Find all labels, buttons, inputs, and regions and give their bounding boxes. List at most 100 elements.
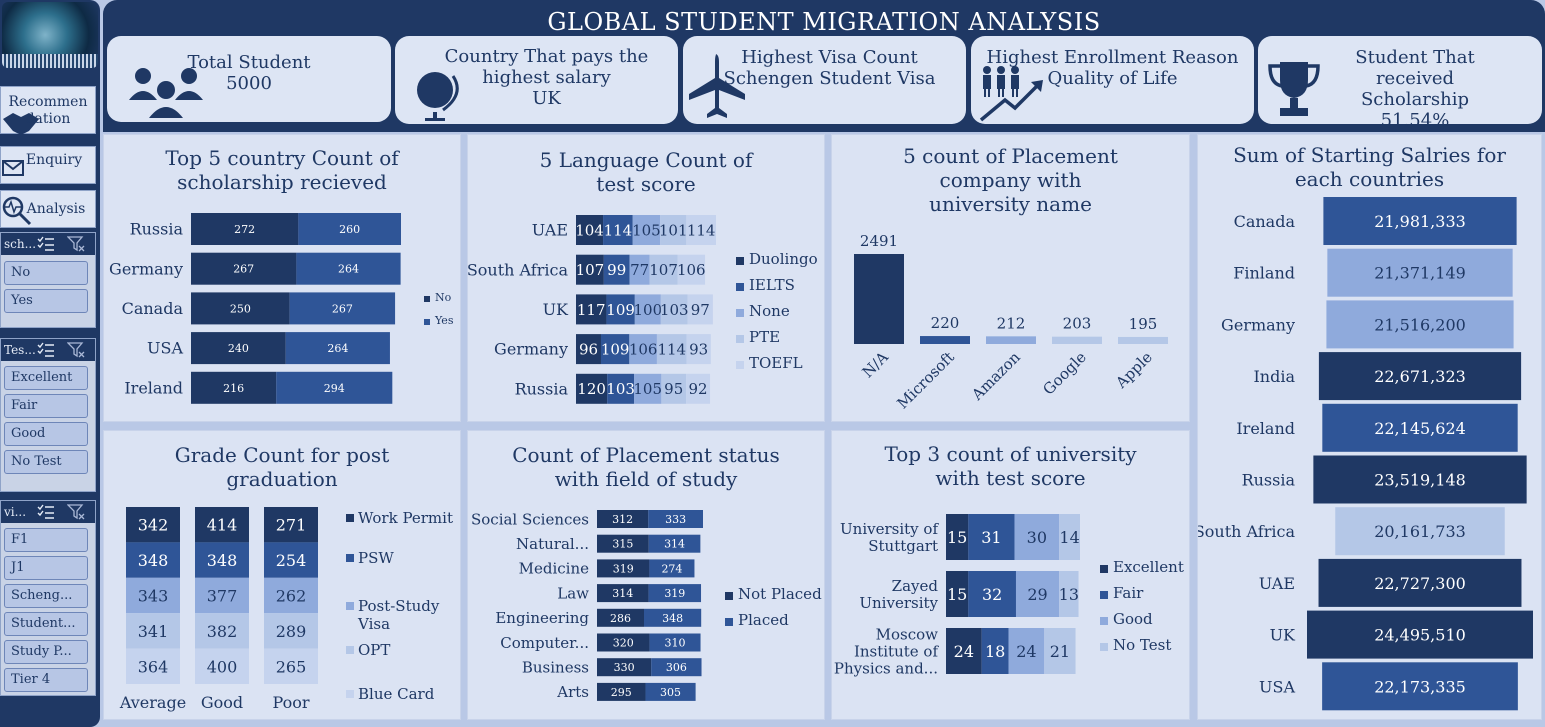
category-label: Russia (1242, 471, 1296, 490)
bar-segment (629, 334, 657, 365)
grade-post-graduation-chart: 342 348 343 341 364 Average 414 348 377 382 400 Goo… (119, 507, 453, 712)
multi-select-icon[interactable] (37, 236, 55, 252)
category-label: South Africa (468, 260, 568, 279)
chart-title: 5 Language Count of test score (539, 148, 753, 196)
bar (1118, 336, 1168, 344)
category-label: Engineering (495, 609, 589, 627)
category-label: USA (147, 339, 183, 358)
kpi-title: Student That received Scholarship (1355, 47, 1475, 110)
bar-segment (191, 292, 290, 325)
enquiry-button[interactable]: Enquiry (0, 146, 96, 184)
sidebar: Recommendation Enquiry Analysis sch... N… (0, 0, 100, 727)
recommendation-button[interactable]: Recommendation (0, 86, 96, 135)
data-label: 364 (138, 657, 169, 676)
category-label: Finland (1233, 264, 1295, 283)
data-label: 315 (612, 538, 633, 551)
data-label: 254 (276, 551, 307, 570)
category-label: Ireland (124, 378, 183, 397)
slicer-option-fair[interactable]: Fair (4, 394, 88, 418)
category-label: Institute of (854, 642, 940, 660)
slicer-option-student[interactable]: Student... (4, 612, 88, 636)
people-group-icon (129, 68, 203, 118)
legend-label: TOEFL (749, 354, 803, 372)
category-label: Good (201, 693, 243, 712)
kpi-value: UK (532, 88, 561, 109)
bar-segment (603, 215, 633, 245)
slicer-option-no[interactable]: No (4, 261, 88, 285)
data-label: 109 (606, 301, 635, 319)
bar-segment (660, 215, 687, 245)
clear-filter-icon[interactable] (67, 504, 85, 520)
slicer-option-f1[interactable]: F1 (4, 528, 88, 552)
analysis-label: Analysis (26, 201, 86, 217)
bar (986, 336, 1036, 344)
clear-filter-icon[interactable] (67, 236, 85, 252)
data-label: 271 (276, 516, 307, 535)
category-label: Physics and... (834, 659, 938, 677)
bar-segment (597, 682, 646, 701)
legend-swatch (346, 602, 354, 610)
bar-segment (1008, 628, 1045, 674)
analysis-button[interactable]: Analysis (0, 190, 96, 228)
bar-segment (191, 371, 277, 404)
bar-segment (632, 215, 661, 245)
bar-segment (195, 648, 249, 684)
bar-segment (264, 613, 318, 649)
chart-title: 5 count of Placement company with univer… (903, 144, 1118, 216)
slicer-option-yes[interactable]: Yes (4, 289, 88, 313)
bar (1327, 248, 1513, 297)
bar-segment (648, 584, 702, 603)
data-label: 348 (207, 551, 238, 570)
slicer-option-excellent[interactable]: Excellent (4, 366, 88, 390)
globe-logo (2, 2, 98, 68)
multi-select-icon[interactable] (37, 342, 55, 358)
data-label: 95 (664, 380, 683, 398)
data-label: 93 (689, 341, 708, 359)
bar-segment (126, 648, 180, 684)
data-label: 341 (138, 622, 169, 641)
slicer-option-j1[interactable]: J1 (4, 556, 88, 580)
data-label: 104 (575, 221, 604, 239)
data-label: 97 (691, 301, 710, 319)
category-label: UAE (532, 221, 568, 240)
bar-segment (126, 507, 180, 543)
data-label: 106 (629, 341, 658, 359)
bar-segment (576, 254, 604, 285)
slicer-option-study-permit[interactable]: Study P... (4, 640, 88, 664)
kpi-title: Total Student (187, 52, 311, 73)
bar-segment (1014, 514, 1060, 560)
starting-salaries-panel: Sum of Starting Salries for each countri… (1197, 134, 1542, 720)
data-label: 203 (1063, 315, 1092, 333)
data-label: 382 (207, 622, 238, 641)
category-label: UK (1270, 626, 1296, 645)
data-label: 240 (228, 342, 249, 355)
data-label: 21,516,200 (1374, 315, 1466, 334)
category-label: Zayed (892, 577, 939, 595)
data-label: 2491 (860, 232, 898, 250)
data-label: 23,519,148 (1374, 471, 1466, 490)
bar-segment (597, 534, 649, 553)
data-label: 195 (1129, 315, 1158, 333)
category-label: Germany (494, 340, 568, 359)
category-label: Business (522, 658, 589, 676)
slicer-option-no-test[interactable]: No Test (4, 450, 88, 474)
legend-swatch (736, 309, 744, 317)
slicer-option-schengen[interactable]: Scheng... (4, 584, 88, 608)
category-label: Germany (109, 259, 183, 278)
multi-select-icon[interactable] (37, 504, 55, 520)
data-label: 400 (207, 657, 238, 676)
data-label: 32 (982, 585, 1002, 604)
clear-filter-icon[interactable] (67, 342, 85, 358)
legend-label: IELTS (749, 276, 795, 294)
legend-label: OPT (358, 641, 390, 659)
bar-segment (264, 507, 318, 543)
slicer-option-tier4[interactable]: Tier 4 (4, 668, 88, 692)
slicer-header: vi... (1, 501, 95, 523)
slicer-option-good[interactable]: Good (4, 422, 88, 446)
data-label: 320 (613, 636, 634, 649)
data-label: 314 (664, 538, 685, 551)
data-label: 15 (947, 585, 967, 604)
bar-segment (576, 294, 607, 325)
data-label: 92 (688, 380, 707, 398)
bar-segment (597, 584, 649, 603)
